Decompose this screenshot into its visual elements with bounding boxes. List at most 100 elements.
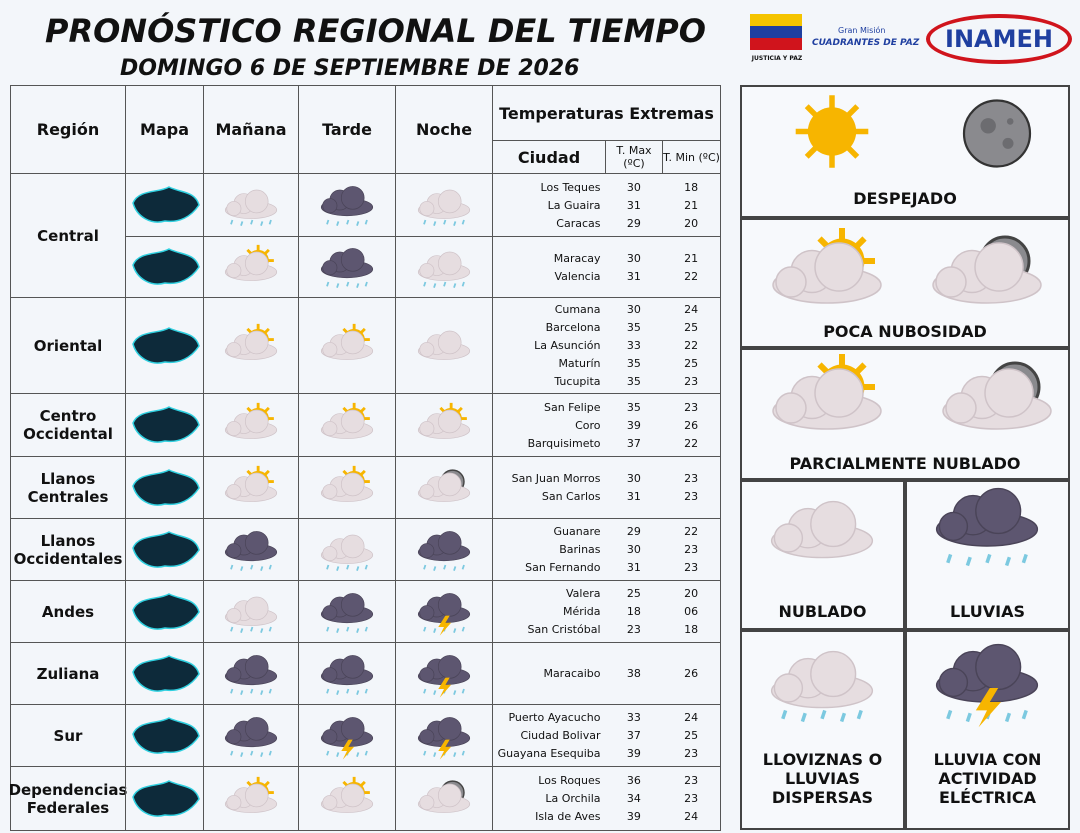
header-cell: Temperaturas Extremas [492,85,721,141]
institute: INAMEH [926,14,1072,64]
city-row: Mérida 18 06 [493,603,720,621]
weather-icon [320,654,374,696]
city-name: Los Teques [540,180,601,194]
city-row: La Orchila 34 23 [493,790,720,808]
weather-cell [203,766,299,831]
weather-icon [417,189,471,227]
tmin: 18 [684,180,699,194]
weather-icon [224,530,278,572]
weather-cell [298,173,396,237]
tmin: 22 [684,339,699,352]
city-row: San Carlos 31 23 [493,488,720,506]
header-cell: Tarde [298,85,396,174]
weather-cell [395,236,493,298]
mission-top: Gran Misión [838,26,886,35]
weather-icon [320,534,374,572]
tmin: 23 [684,490,699,503]
weather-icon [224,463,278,502]
legend-item: POCA NUBOSIDAD [740,218,1070,348]
tmax: 29 [626,216,641,230]
legend-item: LLOVIZNAS O LLUVIAS DISPERSAS [740,630,905,830]
weather-icon [417,330,471,360]
weather-cell [298,704,396,767]
city-row: Isla de Aves 39 24 [493,808,720,826]
weather-cell [298,518,396,581]
temps-cell: Los Teques 30 18 La Guaira 31 21 Caracas 29 20 [492,173,721,237]
tmin: 21 [684,251,699,265]
legend-item: LLUVIAS [905,480,1070,630]
legend-item: NUBLADO [740,480,905,630]
tmax: 30 [626,543,641,556]
legend-icon [942,361,1052,430]
tmin: 25 [684,729,699,742]
title: PRONÓSTICO REGIONAL DEL TIEMPO [45,12,706,50]
tmin: 23 [684,561,699,574]
weather-cell [395,297,493,394]
legend-icon [935,643,1039,728]
tmax: 35 [626,375,641,388]
region-map [131,592,200,630]
legend-label: LLUVIAS [949,602,1026,621]
header-cell: Ciudad [492,140,606,174]
map-cell [125,580,204,643]
city-name: Isla de Aves [535,810,601,823]
legend-item: DESPEJADO [740,85,1070,218]
map-cell [125,297,204,394]
city-row: Barcelona 35 25 [493,319,720,337]
city-name: Ciudad Bolivar [520,729,601,742]
weather-cell [395,173,493,237]
city-row: Maturín 35 25 [493,355,720,373]
tmin: 23 [684,375,699,388]
region-name: Andes [10,580,126,643]
region-map [131,248,200,285]
city-name: Valera [566,587,601,600]
weather-cell [203,642,299,705]
legend-icon [770,500,874,559]
city-name: Maturín [558,357,601,370]
weather-icon [320,186,374,227]
legend-label: LLUVIA CON ACTIVIDAD ELÉCTRICA [933,750,1042,807]
region-name: Central [10,173,126,298]
map-cell [125,766,204,831]
city-name: Maracaibo [543,667,601,680]
tmin: 26 [684,418,699,432]
header-cell: Mañana [203,85,299,174]
weather-icon [320,248,374,289]
tmax: 35 [626,321,641,334]
weather-icon [417,530,471,572]
weather-icon [224,189,278,227]
tmin: 25 [684,357,699,370]
legend-label: PARCIALMENTE NUBLADO [789,454,1021,473]
date: DOMINGO 6 DE SEPTIEMBRE DE 2026 [120,56,580,81]
weather-cell [395,393,493,457]
city-row: San Fernando 31 23 [493,559,720,577]
tmax: 30 [626,251,641,265]
legend-icon [770,650,874,724]
legend-label: DESPEJADO [853,189,957,208]
map-cell [125,173,204,237]
weather-cell [298,642,396,705]
temps-cell: Maracay 30 21 Valencia 31 22 [492,236,721,298]
region-map [131,716,200,754]
tmax: 31 [626,490,641,503]
weather-icon [224,716,278,758]
tmax: 39 [626,810,641,823]
weather-icon [320,716,374,760]
weather-cell [395,580,493,643]
city-row: Valencia 31 22 [493,267,720,285]
tmin: 20 [684,587,699,600]
tmin: 22 [684,525,699,538]
city-row: Maracaibo 38 26 [493,665,720,683]
city-name: Maracay [553,251,601,265]
map-cell [125,642,204,705]
region-name: Oriental [10,297,126,394]
weather-icon [224,243,278,281]
tmax: 30 [626,303,641,316]
weather-cell [395,642,493,705]
temps-cell: San Felipe 35 23 Coro 39 26 Barquisimeto 37 22 [492,393,721,457]
city-name: San Juan Morros [511,472,601,485]
legend-item: PARCIALMENTE NUBLADO [740,348,1070,480]
region-map [131,530,200,568]
weather-cell [203,704,299,767]
tmin: 22 [684,269,699,283]
